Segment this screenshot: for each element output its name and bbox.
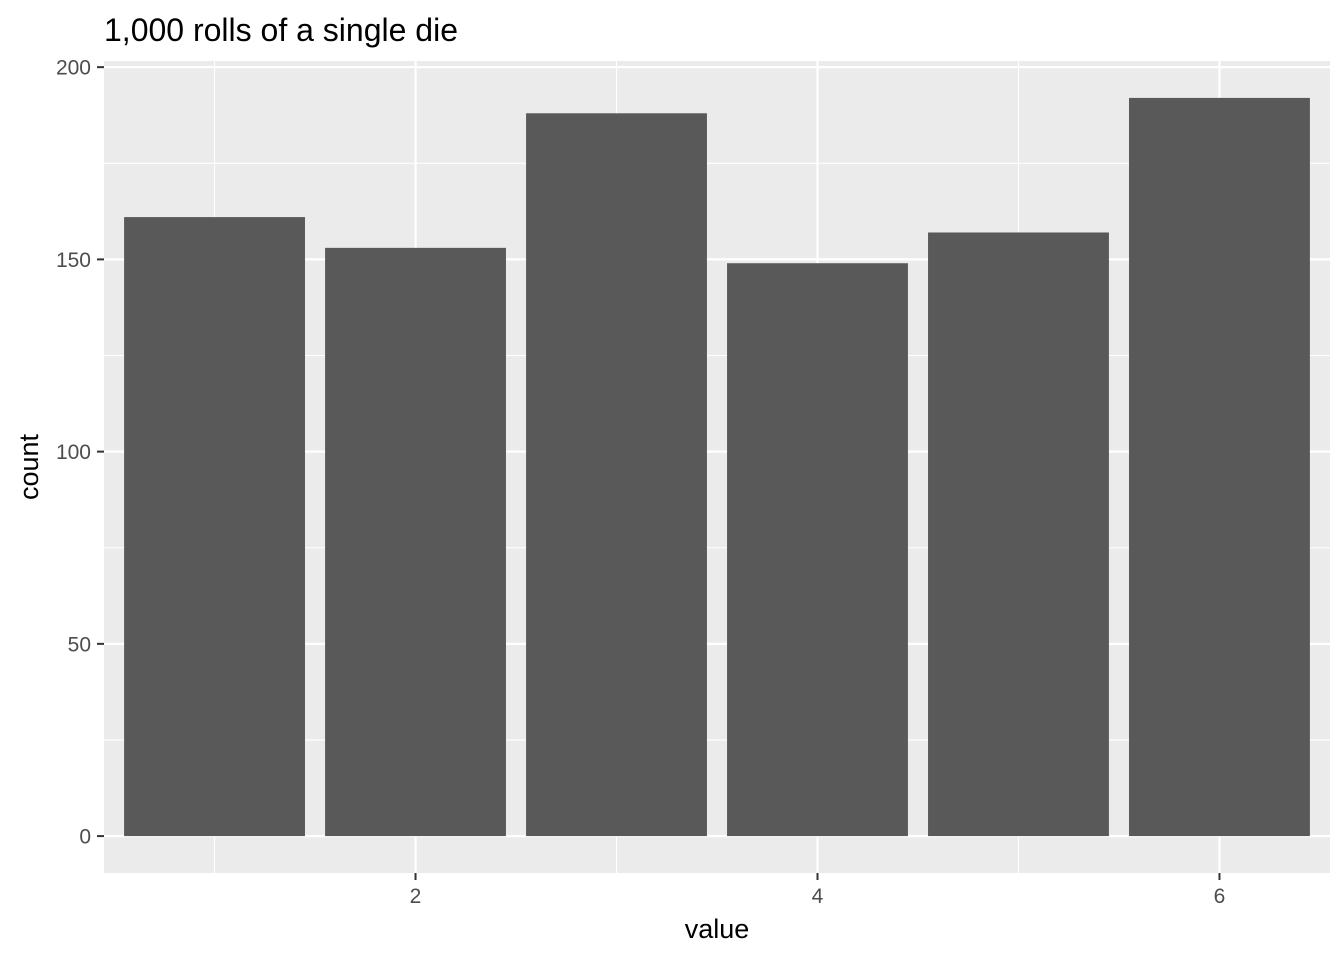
y-tick-label: 150: [56, 249, 91, 272]
y-tick-label: 50: [68, 633, 91, 656]
y-tick-label: 0: [79, 826, 91, 849]
bar-4: [727, 263, 908, 837]
x-tick-label: 4: [812, 885, 824, 908]
y-tick-label: 100: [56, 441, 91, 464]
x-tick-label: 2: [410, 885, 422, 908]
bars: [124, 97, 1310, 837]
y-axis-title: count: [14, 433, 44, 500]
x-tick-label: 6: [1214, 885, 1226, 908]
bar-5: [928, 232, 1109, 837]
chart-title: 1,000 rolls of a single die: [104, 12, 458, 48]
x-axis-title: value: [685, 914, 750, 944]
bar-3: [526, 113, 707, 837]
bar-6: [1129, 97, 1310, 837]
bar-2: [325, 247, 506, 837]
y-axis: 0 50 100 150 200: [56, 57, 104, 849]
x-axis: 2 4 6: [410, 873, 1226, 908]
y-tick-label: 200: [56, 57, 91, 80]
plot-panel: [104, 61, 1330, 873]
bar-1: [124, 217, 305, 837]
